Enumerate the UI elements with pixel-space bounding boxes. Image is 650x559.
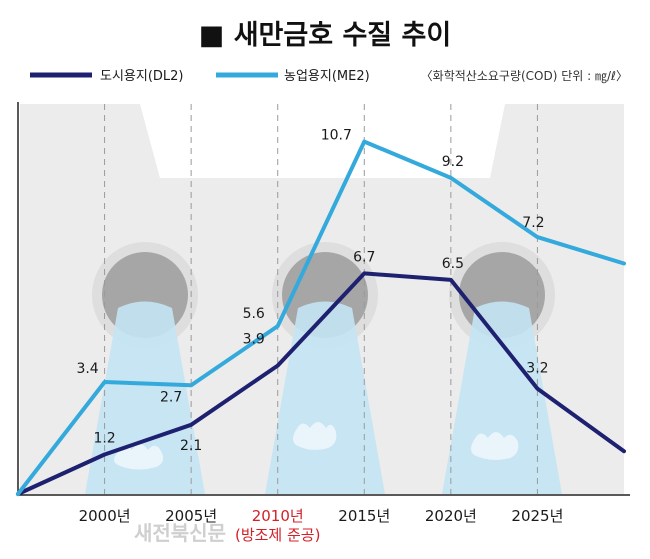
data-label-me2: 9.2 (442, 154, 464, 170)
series-line-me2 (16, 139, 626, 496)
x-tick-label: 2015년 (338, 507, 390, 525)
data-label-me2: 7.2 (522, 215, 544, 231)
x-tick-labels: 2000년 2005년 2010년(방조제 준공) 2015년 2020년 2025년 (79, 507, 564, 544)
unit-note: 〈화학적산소요구량(COD) 단위 : ㎎/ℓ〉 (421, 69, 628, 83)
data-label-me2: 5.6 (243, 306, 265, 322)
legend-label-dl2: 도시용지(DL2) (100, 69, 184, 84)
grid (104, 104, 538, 494)
data-label-me2: 10.7 (321, 128, 352, 144)
data-label-dl2: 2.1 (180, 438, 202, 454)
chart-title: ■ 새만금호 수질 추이 (199, 20, 451, 51)
data-labels: 1.2 2.1 3.9 6.7 6.5 3.2 3.4 2.7 5.6 10.7 9.2 7.2 (76, 128, 548, 454)
x-tick-label: 2010년 (252, 507, 304, 525)
legend: 도시용지(DL2) 농업용지(ME2) 〈화학적산소요구량(COD) 단위 : … (30, 69, 628, 84)
series-line-dl2 (16, 271, 626, 496)
x-tick-label: 2025년 (511, 507, 563, 525)
data-label-me2: 3.4 (76, 361, 98, 377)
legend-label-me2: 농업용지(ME2) (284, 69, 370, 84)
data-label-dl2: 6.7 (353, 249, 375, 265)
background-illustration (20, 104, 624, 494)
data-label-me2: 2.7 (160, 389, 182, 405)
x-tick-label: 2020년 (425, 507, 477, 525)
data-label-dl2: 3.9 (243, 332, 265, 348)
data-label-dl2: 6.5 (442, 256, 464, 272)
x-tick-label: 2000년 (79, 507, 131, 525)
data-label-dl2: 3.2 (526, 361, 548, 377)
x-tick-label: 2005년 (165, 507, 217, 525)
data-label-dl2: 1.2 (93, 430, 115, 446)
watermark: 새전북신문 (134, 521, 226, 545)
x-tick-sublabel: (방조제 준공) (235, 526, 320, 544)
series (16, 139, 626, 496)
